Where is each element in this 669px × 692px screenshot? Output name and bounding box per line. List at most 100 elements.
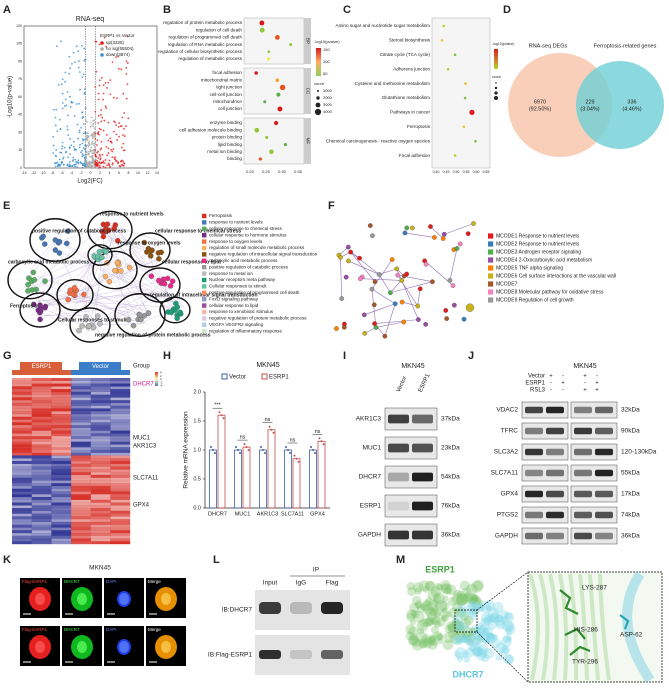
edge (371, 289, 377, 328)
heat-cell (12, 516, 32, 520)
blot-bg (570, 443, 618, 461)
cell-core (161, 641, 171, 653)
volcano-point (116, 139, 119, 141)
surface-blob (468, 627, 478, 637)
heat-cell (51, 433, 72, 437)
volcano-point (91, 137, 94, 140)
node (395, 272, 401, 278)
heat-cell (12, 438, 32, 442)
legend-swatch (202, 297, 207, 302)
heat-cell (71, 466, 91, 470)
surface-blob (456, 593, 469, 606)
heat-cell (31, 469, 52, 473)
plot-frame (243, 17, 305, 65)
surface-blob (472, 647, 482, 658)
legend-title: ESRP1 vs Vector (100, 33, 135, 38)
volcano-point (80, 44, 83, 47)
surface-blob (421, 600, 433, 612)
heat-cell (31, 452, 52, 456)
legend-label: response to xenobiotic stimulus (209, 309, 274, 314)
heat-cell (51, 444, 72, 448)
legend-label: positive regulation of programmed cell d… (209, 290, 300, 295)
heat-cell (90, 461, 111, 464)
cluster-label: Cellular responses to stimuli (58, 317, 127, 323)
heat-cell (51, 483, 72, 487)
volcano-point (85, 155, 87, 158)
node (361, 312, 367, 318)
dot (274, 120, 279, 126)
heat-cell (31, 447, 52, 451)
node (37, 316, 43, 323)
heat-cell (51, 541, 72, 545)
surface-blob (469, 596, 481, 609)
node (147, 248, 154, 254)
surface-blob (469, 630, 479, 639)
volcano-point (107, 152, 110, 154)
surface-blob (477, 603, 485, 612)
cluster-outline (159, 296, 191, 324)
heat-cell (90, 532, 111, 536)
volcano-point (77, 66, 80, 69)
volcano-point (116, 97, 118, 100)
surface-blob (463, 592, 470, 600)
heat-cell (110, 461, 131, 464)
volcano-point (99, 166, 101, 169)
heat-cell (90, 455, 111, 459)
channel-label: Merge (148, 579, 161, 584)
heat-cell (71, 480, 91, 484)
legend-label: MCODE8 Molecular pathway for oxidative s… (496, 289, 604, 295)
volcano-point (54, 124, 57, 127)
surface-blob (500, 616, 509, 624)
volcano-point (95, 70, 98, 73)
surface-blob (443, 631, 455, 644)
node (105, 227, 112, 233)
edge (102, 222, 160, 241)
legend-swatch (202, 316, 207, 321)
term-label: cell adhesion molecule binding (179, 127, 242, 132)
node (100, 233, 107, 240)
node (388, 290, 393, 296)
term-label: lipid binding (218, 142, 243, 147)
heat-cell (51, 378, 72, 381)
heat-cell (90, 535, 111, 539)
heat-cell (12, 391, 32, 395)
node (345, 244, 351, 250)
heat-cell (12, 402, 32, 406)
term-label: cell junction (218, 106, 242, 111)
heat-cell (71, 530, 91, 534)
replicate-dot (235, 446, 237, 448)
node (343, 274, 349, 280)
heat-cell (31, 408, 52, 412)
panel-letter: G (3, 350, 12, 362)
legend-label: cellular response to hormone stimulus (209, 232, 287, 237)
y-tick-label: 1.0 (193, 447, 201, 453)
heat-cell (71, 461, 91, 464)
heat-cell (110, 436, 131, 440)
node (452, 302, 457, 308)
protein-label: GAPDH (495, 533, 518, 540)
blot-band (412, 530, 433, 540)
term-label: regulation of cell death (196, 27, 243, 32)
gene-label: DHCR7 (133, 382, 154, 388)
volcano-point (108, 164, 111, 167)
node (65, 296, 71, 303)
surface-blob (477, 648, 488, 658)
surface-blob (474, 647, 484, 657)
surface-blob (470, 593, 479, 602)
group-bar (12, 370, 71, 375)
condition-sign: - (562, 374, 564, 380)
surface-blob (480, 617, 490, 627)
node (441, 231, 447, 237)
surface-blob (414, 600, 423, 609)
surface-blob (501, 645, 511, 655)
heat-cell (90, 413, 111, 417)
node (126, 264, 133, 271)
legend-swatch (100, 53, 104, 57)
surface-blob (483, 647, 495, 659)
x-tick-label: GPX4 (310, 511, 325, 517)
surface-blob (425, 607, 436, 618)
node (71, 285, 78, 291)
legend-label: regulation of small molecule metabolic p… (209, 245, 305, 250)
volcano-point (71, 62, 73, 65)
volcano-point (102, 84, 105, 87)
